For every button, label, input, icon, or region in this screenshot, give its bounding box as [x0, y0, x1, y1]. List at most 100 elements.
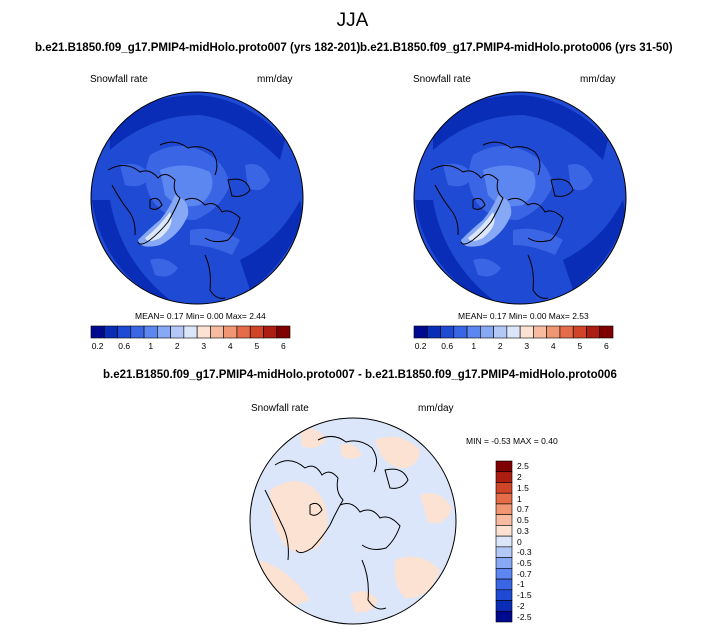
stat-max-label: Max=	[548, 311, 570, 321]
diff-units: mm/day	[418, 403, 454, 414]
colorbar-cell	[533, 325, 547, 339]
colorbar-cell	[495, 492, 513, 505]
colorbar-cell	[495, 471, 513, 483]
colorbar-tick-label: -1.5	[517, 590, 532, 601]
stat-min-label: Min=	[185, 311, 205, 321]
colorbar-tick-label: 0	[517, 536, 522, 547]
map-panel-2	[414, 92, 626, 304]
colorbar-cell	[440, 325, 455, 339]
colorbar-cell	[495, 460, 513, 473]
colorbar-cell	[495, 546, 513, 558]
colorbar-cell	[495, 514, 513, 526]
panel-1-variable: Snowfall rate	[90, 74, 148, 85]
colorbar-cell	[495, 568, 513, 580]
colorbar-cell	[223, 325, 238, 339]
colorbar-cell	[90, 325, 105, 339]
colorbar-cell	[426, 325, 441, 339]
diff-variable: Snowfall rate	[251, 403, 309, 414]
colorbar-tick-label: 0.7	[517, 504, 529, 515]
colorbar-tick-label: 3	[201, 341, 207, 351]
colorbar-cell	[276, 325, 291, 339]
stat-mean: 0.17	[489, 311, 507, 321]
colorbar-tick-label: 6	[280, 341, 286, 351]
stat-max: 2.44	[249, 311, 266, 321]
coastlines-panel-1	[107, 141, 251, 299]
colorbar-tick-label: 5	[577, 341, 583, 351]
colorbar-cell	[519, 325, 534, 339]
colorbar-cell	[495, 525, 513, 537]
colorbar-tick-label: 2.5	[517, 461, 529, 472]
colorbar-tick-label: 5	[254, 341, 260, 351]
colorbar-cell	[495, 557, 513, 569]
stat-min: 0.00	[529, 311, 547, 321]
colorbar-tick-label: 0.6	[118, 341, 131, 351]
colorbar-cell	[495, 589, 513, 601]
colorbar-cell	[249, 325, 264, 339]
stat-min: -0.53	[491, 436, 511, 446]
colorbar-tick-label: 0.5	[517, 515, 529, 526]
colorbar-tick-label: 2	[174, 341, 180, 351]
colorbar-cell	[546, 325, 561, 339]
stat-min-label: MIN =	[466, 436, 489, 446]
colorbar-cell	[572, 325, 587, 339]
stat-max: 0.40	[541, 436, 558, 446]
colorbar-cell	[196, 325, 211, 339]
colorbar-cell	[236, 325, 251, 339]
colorbar-tick-label: -2.5	[517, 611, 532, 622]
panel-2-units: mm/day	[580, 74, 616, 85]
diff-stats: MIN = -0.53 MAX = 0.40	[466, 436, 558, 446]
coastlines-panel-2	[430, 141, 574, 299]
panel-1-units: mm/day	[257, 74, 293, 85]
stat-mean: 0.17	[166, 311, 184, 321]
colorbar-tick-label: -1	[517, 579, 525, 590]
colorbar-tick-label: 2	[497, 341, 503, 351]
colorbar-tick-label: -0.7	[517, 568, 532, 579]
colorbar-cell	[170, 325, 185, 339]
colorbar-cell	[495, 482, 513, 494]
colorbar-tick-label: 0.2	[91, 341, 104, 351]
colorbar-tick-label: -0.5	[517, 557, 532, 568]
colorbar-cell	[453, 325, 468, 339]
colorbar-cell	[210, 325, 224, 339]
colorbar-tick-label: 4	[550, 341, 556, 351]
colorbar-cell	[263, 325, 278, 339]
colorbar-tick-label: 0.2	[414, 341, 427, 351]
colorbar-tick-label: 1.5	[517, 482, 529, 493]
colorbar-cell	[480, 325, 494, 339]
colorbar-tick-label: 0.6	[441, 341, 454, 351]
colorbar-cell	[130, 325, 145, 339]
colorbar-cell	[183, 325, 198, 339]
colorbar-cell	[117, 325, 132, 339]
colorbar-cell	[495, 503, 513, 515]
colorbar-tick-label: 2	[517, 472, 522, 483]
colorbar-cell	[466, 325, 481, 339]
stat-max: 2.53	[572, 311, 589, 321]
colorbar-tick-label: 3	[524, 341, 530, 351]
colorbar-cell	[157, 325, 171, 339]
colorbar-tick-label: 1	[148, 341, 154, 351]
colorbar-cell	[559, 325, 574, 339]
map-panel-1	[91, 92, 303, 304]
colorbar-cell	[495, 535, 513, 548]
colorbar-tick-label: 6	[603, 341, 609, 351]
panel-1-title: b.e21.B1850.f09_g17.PMIP4-midHolo.proto0…	[35, 42, 361, 54]
stat-max-label: Max=	[225, 311, 247, 321]
colorbar-tick-label: -2	[517, 600, 525, 611]
colorbar-cell	[599, 325, 614, 339]
panel-2-variable: Snowfall rate	[413, 74, 471, 85]
figure-title: JJA	[336, 10, 369, 31]
colorbar-cell	[495, 578, 513, 591]
colorbar-cell	[495, 610, 513, 623]
colorbar-cell	[506, 325, 521, 339]
stat-min: 0.00	[206, 311, 224, 321]
colorbar-cell	[495, 600, 513, 612]
colorbar-cell	[493, 325, 508, 339]
panel-1-stats: MEAN= 0.17 Min= 0.00 Max= 2.44	[135, 311, 266, 321]
map-panel-diff	[250, 418, 456, 624]
panel-2-title: b.e21.B1850.f09_g17.PMIP4-midHolo.proto0…	[360, 42, 673, 54]
colorbar-tick-label: 0.3	[517, 525, 529, 536]
stat-mean-label: MEAN=	[135, 311, 165, 321]
colorbar-tick-label: 1	[517, 493, 522, 504]
map-border-panel-1	[90, 91, 304, 305]
